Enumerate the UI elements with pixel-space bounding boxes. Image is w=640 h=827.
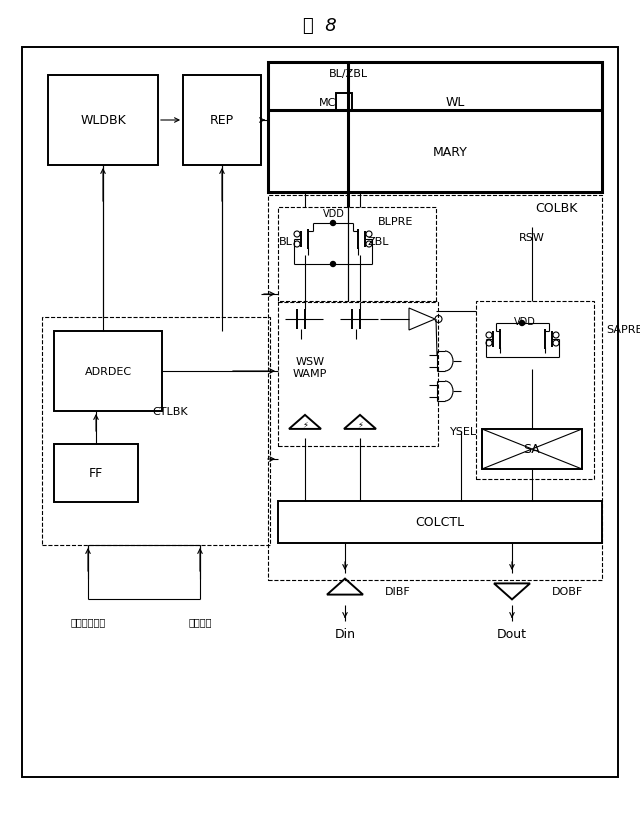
Text: WSW: WSW [296, 356, 324, 366]
Text: SAPRE: SAPRE [606, 325, 640, 335]
Text: YSEL: YSEL [451, 427, 477, 437]
Text: FF: FF [89, 467, 103, 480]
Text: COLCTL: COLCTL [415, 516, 465, 528]
Text: ADRDEC: ADRDEC [84, 366, 132, 376]
Text: VDD: VDD [514, 317, 536, 327]
Bar [476, 302, 594, 480]
Text: WLDBK: WLDBK [80, 114, 126, 127]
Circle shape [330, 262, 335, 267]
Bar [268, 196, 602, 581]
Bar [42, 318, 270, 545]
Text: WL: WL [445, 97, 465, 109]
Bar [278, 302, 438, 447]
Text: BLPRE: BLPRE [378, 217, 413, 227]
Bar [482, 429, 582, 470]
Text: ⚡: ⚡ [357, 420, 363, 429]
Text: 制御信号: 制御信号 [188, 616, 212, 626]
Text: REP: REP [210, 114, 234, 127]
Bar [268, 63, 602, 193]
Text: WAMP: WAMP [293, 369, 327, 379]
Text: DOBF: DOBF [552, 586, 583, 596]
Text: Din: Din [335, 627, 355, 640]
Bar [54, 332, 162, 412]
Text: RSW: RSW [519, 232, 545, 242]
Text: COLBK: COLBK [535, 201, 577, 214]
Bar [48, 76, 158, 165]
Text: ZBL: ZBL [367, 237, 388, 246]
Text: SA: SA [524, 443, 540, 456]
Bar [278, 501, 602, 543]
Text: CTLBK: CTLBK [152, 407, 188, 417]
Text: VDD: VDD [323, 208, 345, 218]
Bar [183, 76, 261, 165]
Bar [336, 94, 352, 112]
Bar [278, 208, 436, 303]
Circle shape [330, 222, 335, 227]
Circle shape [520, 321, 525, 326]
Text: DIBF: DIBF [385, 586, 411, 596]
Bar [54, 444, 138, 502]
Text: アドレス信号: アドレス信号 [70, 616, 106, 626]
Text: BL/ZBL: BL/ZBL [328, 69, 367, 79]
Text: MC: MC [319, 98, 337, 108]
Text: BL: BL [279, 237, 293, 246]
Text: 図  8: 図 8 [303, 17, 337, 35]
Bar [22, 48, 618, 777]
Text: ⚡: ⚡ [302, 420, 308, 429]
Text: MARY: MARY [433, 146, 467, 158]
Text: Dout: Dout [497, 627, 527, 640]
